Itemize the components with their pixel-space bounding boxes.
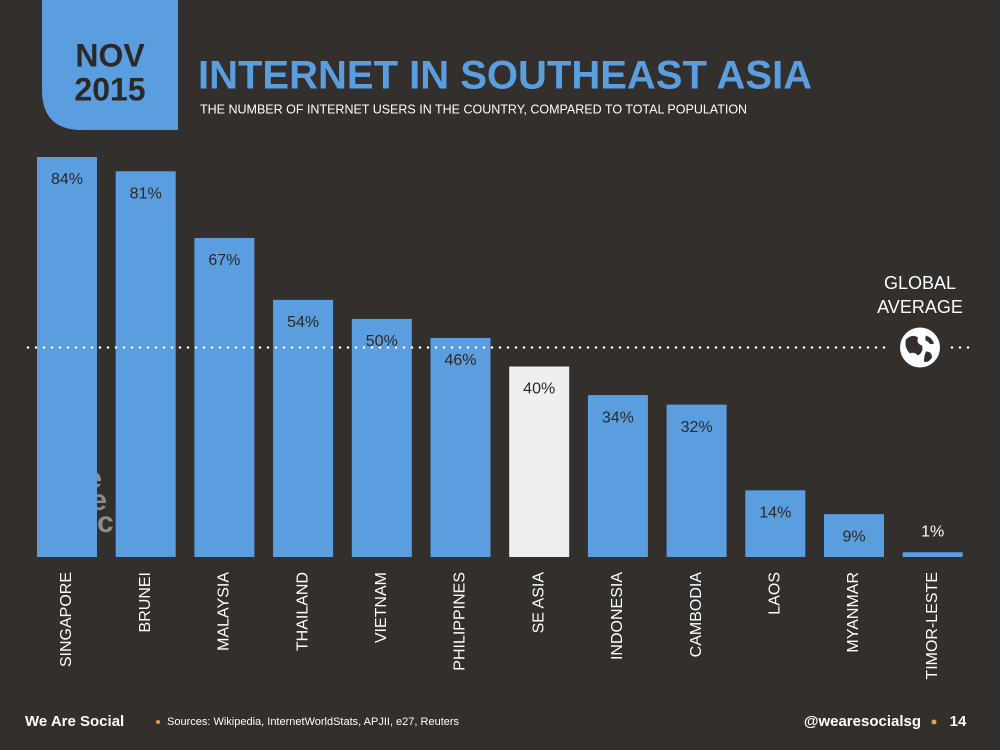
x-tick-label: TIMOR-LESTE xyxy=(924,572,941,680)
bar xyxy=(351,318,412,557)
bar xyxy=(745,490,806,557)
chart-subtitle: THE NUMBER OF INTERNET USERS IN THE COUN… xyxy=(200,102,747,116)
footer-sources: Sources: Wikipedia, InternetWorldStats, … xyxy=(167,716,460,728)
average-label: AVERAGE xyxy=(877,297,963,317)
x-tick-label: INDONESIA xyxy=(609,572,626,660)
value-label: 84% xyxy=(51,171,83,188)
globe-icon xyxy=(900,327,940,368)
value-label: 67% xyxy=(208,252,240,269)
footer-handle: @wearesocialsg xyxy=(804,713,921,730)
footer-dot xyxy=(156,720,160,724)
footer-brand: We Are Social xyxy=(25,713,124,730)
bar xyxy=(509,366,570,557)
bar xyxy=(194,237,255,557)
bar xyxy=(902,552,963,557)
average-label: GLOBAL xyxy=(884,273,956,293)
value-label: 81% xyxy=(130,186,162,203)
bar xyxy=(115,171,176,558)
x-tick-label: CAMBODIA xyxy=(688,572,705,658)
chart-title: INTERNET IN SOUTHEAST ASIA xyxy=(198,54,812,98)
value-label: 14% xyxy=(759,505,791,522)
value-label: 50% xyxy=(366,333,398,350)
x-tick-label: MYANMAR xyxy=(845,572,862,653)
bar xyxy=(824,514,884,557)
x-tick-label: VIETNAM xyxy=(373,572,390,643)
x-tick-label: LAOS xyxy=(767,572,784,615)
value-label: 9% xyxy=(842,528,865,545)
x-tick-label: BRUNEI xyxy=(137,572,154,632)
footer-page: 14 xyxy=(950,713,967,730)
bar xyxy=(587,395,648,557)
x-tick-label: MALAYSIA xyxy=(216,572,233,651)
bar xyxy=(273,299,334,557)
x-tick-label: SE ASIA xyxy=(530,572,547,634)
badge-year: 2015 xyxy=(74,71,145,107)
x-tick-label: SINGAPORE xyxy=(58,572,75,667)
bar xyxy=(430,337,491,557)
globe-land xyxy=(905,335,934,362)
value-label: 32% xyxy=(681,419,713,436)
badge-month: NOV xyxy=(75,37,145,73)
value-label: 46% xyxy=(444,352,476,369)
value-label: 1% xyxy=(921,523,944,540)
date-badge xyxy=(42,0,178,130)
value-label: 40% xyxy=(523,381,555,398)
x-tick-label: PHILIPPINES xyxy=(452,572,469,671)
bar xyxy=(37,157,97,557)
footer-dot xyxy=(931,719,937,725)
value-label: 54% xyxy=(287,314,319,331)
value-label: 34% xyxy=(602,409,634,426)
x-tick-label: THAILAND xyxy=(294,572,311,651)
bar xyxy=(666,404,727,557)
